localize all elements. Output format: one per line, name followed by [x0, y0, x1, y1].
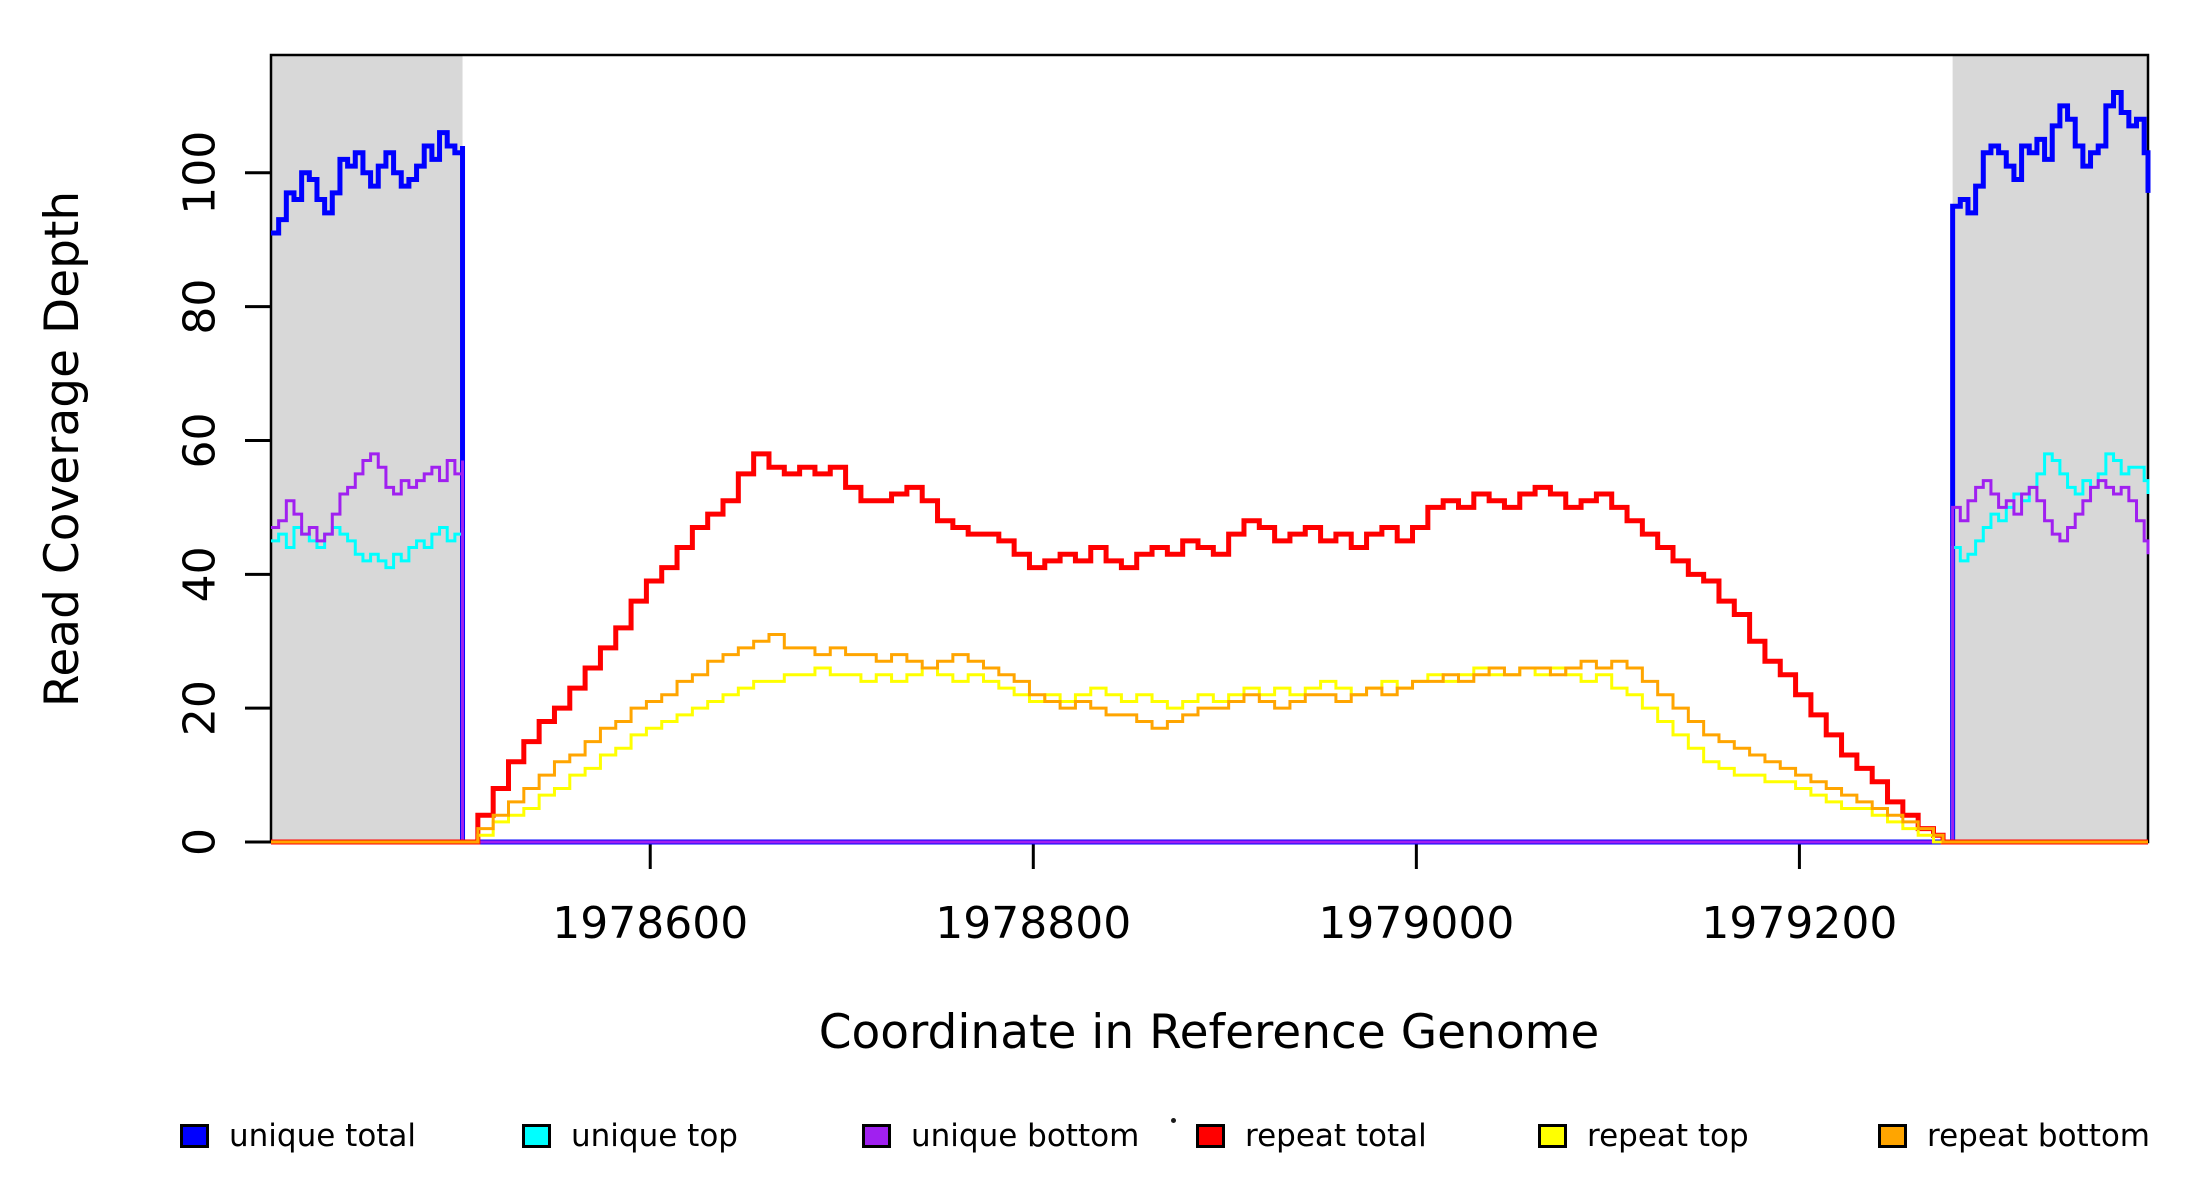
series-line-repeat-top	[271, 666, 2148, 844]
legend-item-unique-top: unique top	[522, 1116, 738, 1156]
series-line-unique-bottom	[271, 452, 2150, 844]
legend-item-repeat-bottom: repeat bottom	[1878, 1116, 2150, 1156]
legend-swatch-repeat-top	[1538, 1124, 1567, 1148]
y-axis-title: Read Coverage Depth	[35, 191, 90, 707]
y-tick-label: 0	[175, 828, 226, 856]
legend-label-unique-top: unique top	[571, 1118, 738, 1154]
legend-item-repeat-total: repeat total	[1196, 1116, 1427, 1156]
series-line-repeat-total	[271, 451, 2148, 845]
legend-swatch-unique-total	[180, 1124, 209, 1148]
legend-swatch-unique-top	[522, 1124, 551, 1148]
legend-item-repeat-top: repeat top	[1538, 1116, 1749, 1156]
legend-item-unique-total: unique total	[180, 1116, 416, 1156]
y-tick-label: 40	[175, 546, 226, 602]
plot-area: 0 20 40 60 80 100 1978600 1978800 1979000 1979200	[175, 53, 2151, 949]
x-tick-label: 1979000	[1318, 898, 1514, 949]
y-tick-label: 60	[175, 412, 226, 468]
legend-label-unique-bottom: unique bottom	[911, 1118, 1140, 1154]
legend-label-repeat-top: repeat top	[1587, 1118, 1749, 1154]
legend-label-unique-total: unique total	[229, 1118, 417, 1154]
stray-mark	[1171, 1118, 1176, 1123]
y-tick-label: 80	[175, 279, 226, 335]
legend-label-repeat-total: repeat total	[1245, 1118, 1427, 1154]
x-tick-label: 1978800	[935, 898, 1131, 949]
series-line-unique-top	[271, 452, 2150, 844]
legend-swatch-repeat-total	[1196, 1124, 1225, 1148]
legend-swatch-unique-bottom	[862, 1124, 891, 1148]
y-tick-label: 20	[175, 680, 226, 736]
legend-label-repeat-bottom: repeat bottom	[1927, 1118, 2151, 1154]
x-tick-label: 1978600	[552, 898, 748, 949]
legend-item-unique-bottom: unique bottom	[862, 1116, 1139, 1156]
x-tick-label: 1979200	[1701, 898, 1897, 949]
y-tick-label: 100	[175, 131, 226, 215]
x-axis-title: Coordinate in Reference Genome	[819, 1005, 1600, 1060]
series-line-unique-total	[271, 89, 2151, 845]
legend-swatch-repeat-bottom	[1878, 1124, 1907, 1148]
series-line-repeat-bottom	[271, 633, 2148, 844]
